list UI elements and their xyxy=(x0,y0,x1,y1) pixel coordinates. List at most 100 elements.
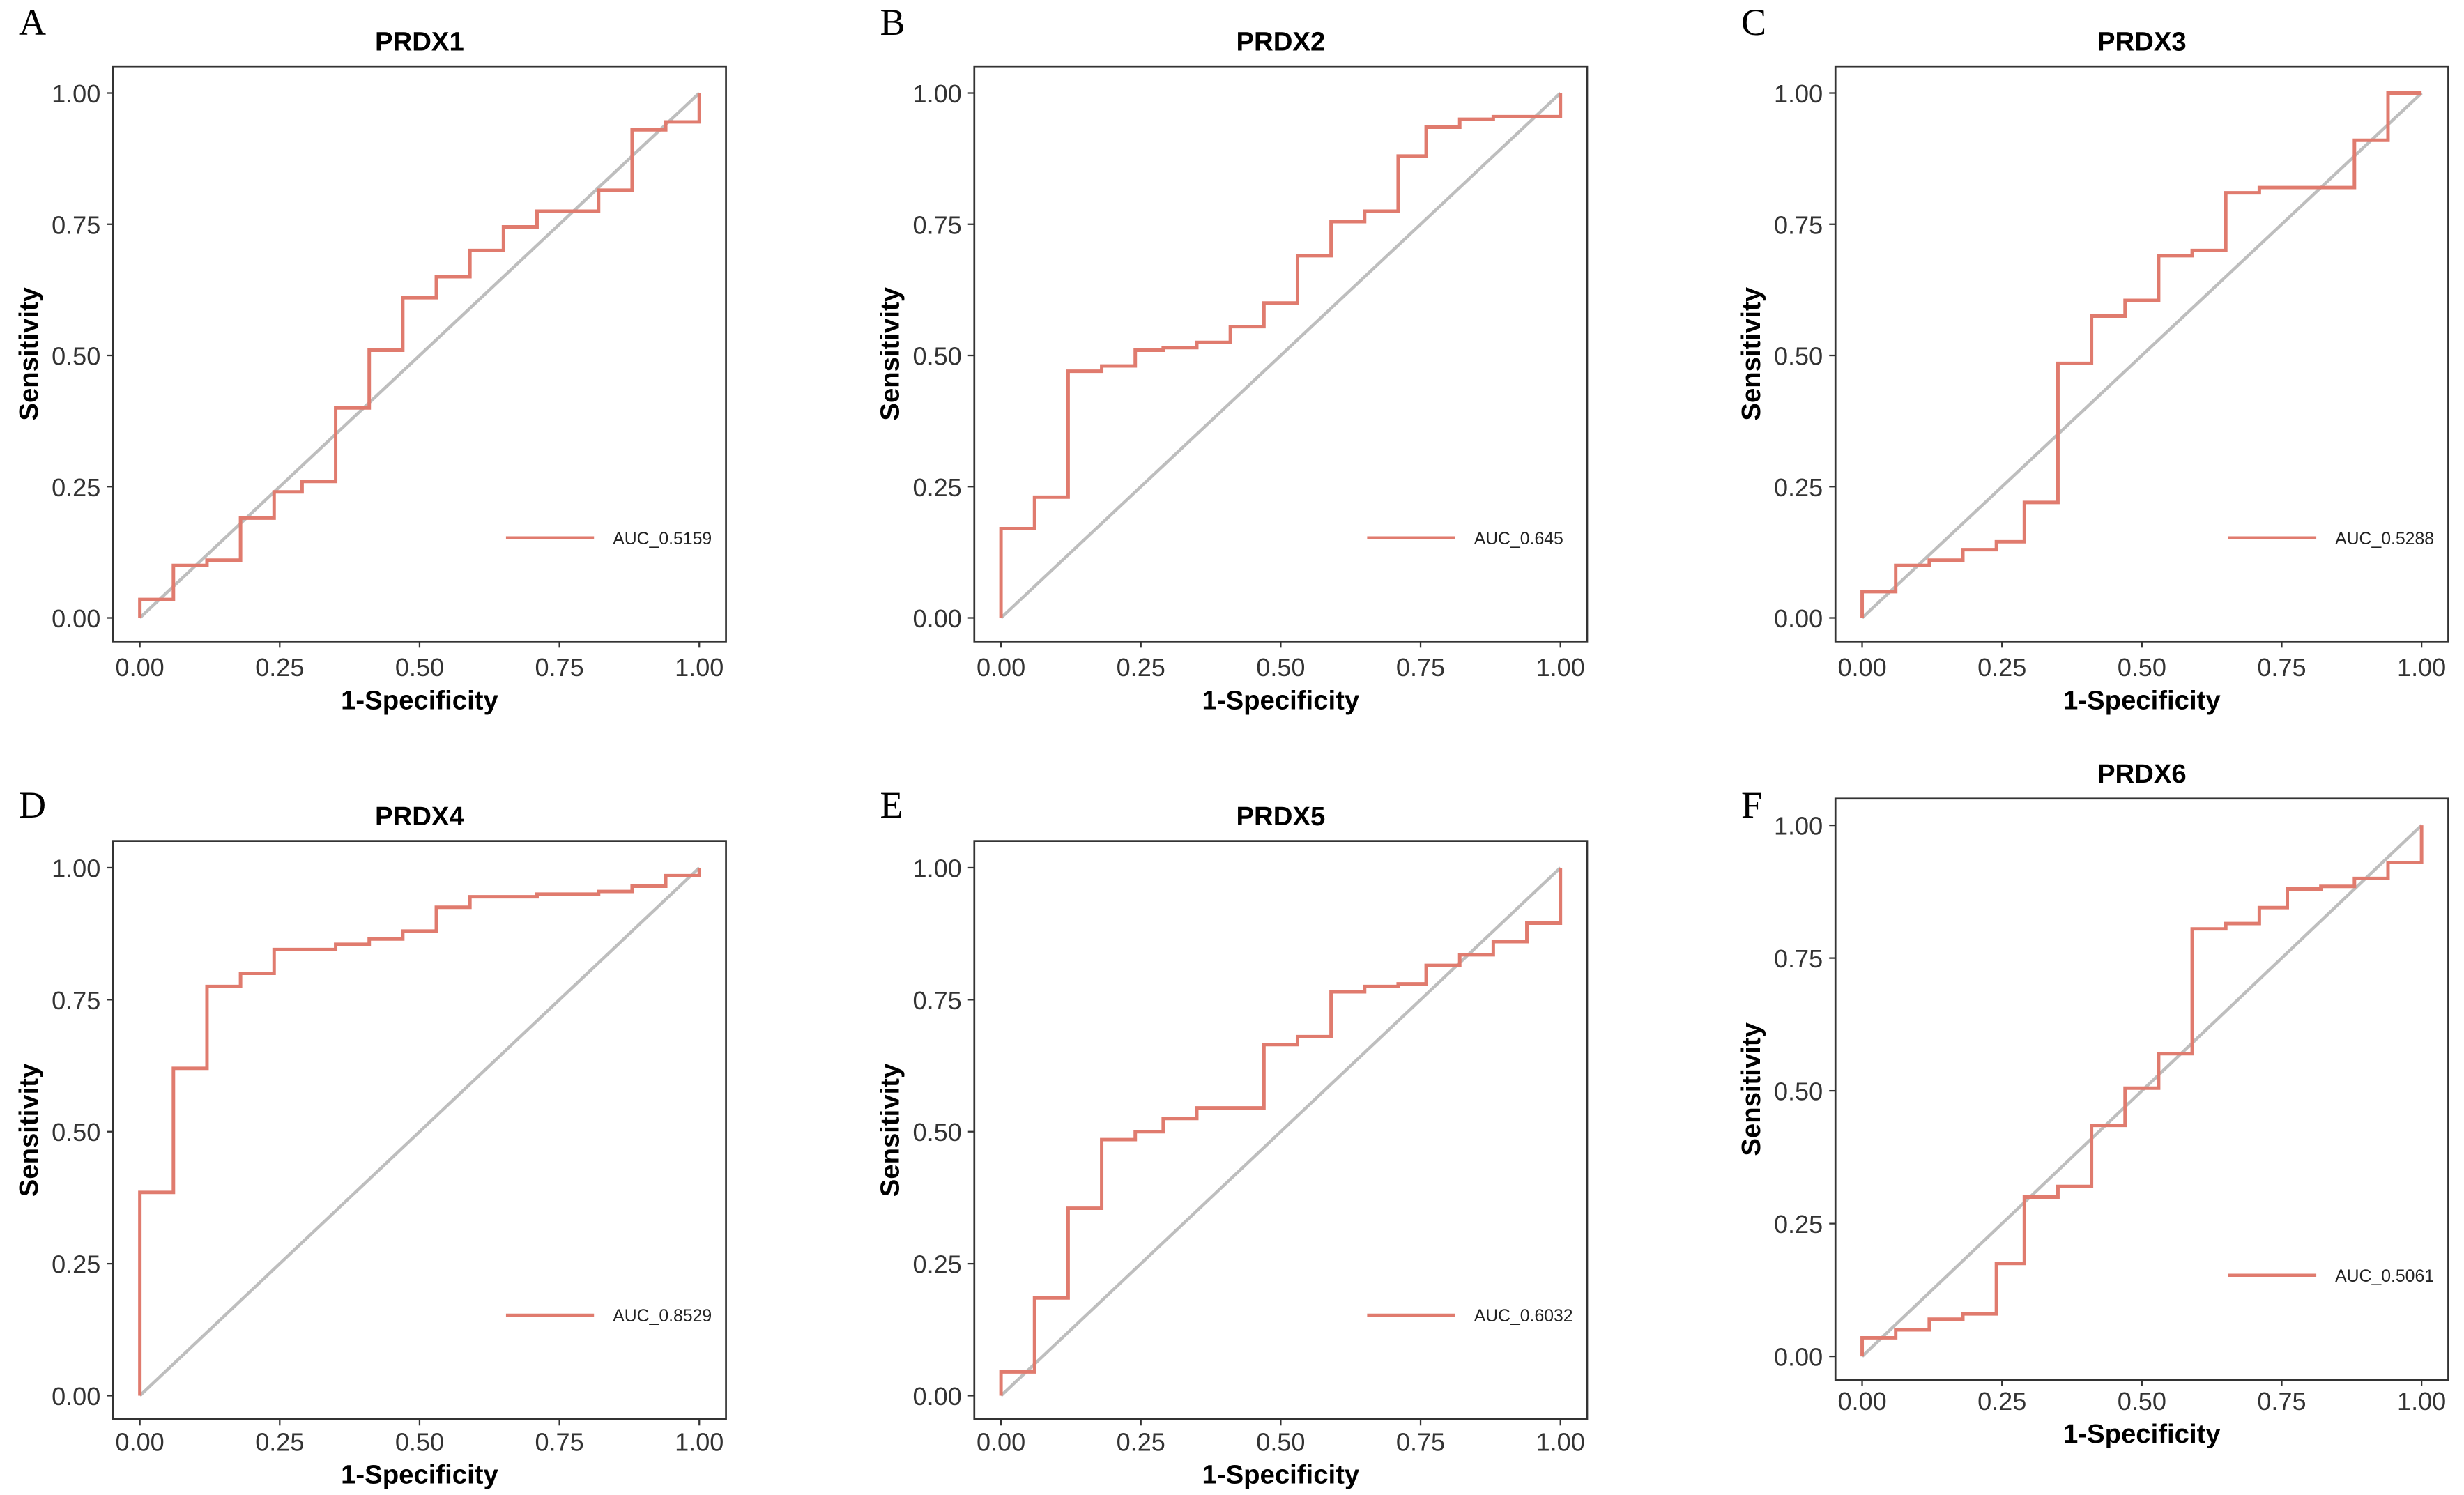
roc-curve xyxy=(138,93,701,618)
reference-diagonal xyxy=(1000,91,1562,620)
chart-title: PRDX6 xyxy=(2097,759,2187,789)
legend-label: AUC_0.645 xyxy=(1474,530,1563,549)
y-tick-label: 0.00 xyxy=(1774,1343,1823,1372)
y-tick-label: 0.25 xyxy=(52,1250,100,1279)
roc-curve xyxy=(999,867,1563,1396)
x-tick-label: 1.00 xyxy=(1536,653,1585,682)
y-tick-label: 0.25 xyxy=(1774,1210,1823,1239)
y-tick-label: 0.50 xyxy=(1774,342,1823,371)
panel-b: B PRDX2 0.00 0.25 0.50 0.75 1.00 0.00 0.25 0.50 0.… xyxy=(875,1,1589,715)
x-tick-label: 0.50 xyxy=(2118,1387,2166,1416)
y-tick-label: 0.25 xyxy=(52,473,100,502)
x-tick-label: 1.00 xyxy=(2397,1387,2446,1416)
x-tick-label: 0.75 xyxy=(535,653,583,682)
chart-title: PRDX5 xyxy=(1237,802,1326,831)
x-tick-label: 0.75 xyxy=(1396,653,1445,682)
y-tick-label: 0.50 xyxy=(913,342,962,371)
x-tick-label: 0.50 xyxy=(395,1427,444,1456)
x-tick-label: 0.25 xyxy=(255,1427,304,1456)
x-axis-label: 1-Specificity xyxy=(341,685,498,715)
legend-label: AUC_0.8529 xyxy=(613,1307,712,1326)
legend-label: AUC_0.6032 xyxy=(1474,1307,1573,1326)
x-tick-label: 0.50 xyxy=(395,653,444,682)
x-tick-label: 1.00 xyxy=(2397,653,2446,682)
reference-diagonal xyxy=(139,91,701,620)
y-tick-label: 0.75 xyxy=(1774,210,1823,239)
y-tick-label: 1.00 xyxy=(1774,79,1823,108)
x-tick-label: 0.00 xyxy=(1837,1387,1886,1416)
y-tick-label: 0.25 xyxy=(913,473,962,502)
y-tick-label: 1.00 xyxy=(913,854,962,882)
y-axis-label: Sensitivity xyxy=(875,286,905,420)
y-tick-label: 0.75 xyxy=(52,210,100,239)
x-tick-label: 0.50 xyxy=(2118,653,2166,682)
y-tick-label: 0.00 xyxy=(913,604,962,633)
y-tick-label: 0.00 xyxy=(52,1382,100,1411)
x-tick-label: 0.50 xyxy=(1256,653,1305,682)
panel-a: A PRDX1 0.00 0.25 0.50 0.75 1.00 0.00 0.25 0.50 0.… xyxy=(14,1,727,715)
chart-title: PRDX1 xyxy=(375,27,464,57)
legend-label: AUC_0.5288 xyxy=(2335,530,2434,549)
x-tick-label: 0.75 xyxy=(2257,1387,2306,1416)
y-axis-label: Sensitivity xyxy=(875,1063,905,1197)
x-tick-label: 0.00 xyxy=(977,653,1025,682)
chart-title: PRDX4 xyxy=(375,802,464,831)
y-tick-label: 0.00 xyxy=(913,1382,962,1411)
y-tick-label: 1.00 xyxy=(52,854,100,882)
chart-title: PRDX3 xyxy=(2097,27,2187,57)
panel-letter: B xyxy=(880,1,905,43)
y-tick-label: 0.00 xyxy=(52,604,100,633)
x-tick-label: 0.00 xyxy=(977,1427,1025,1456)
x-tick-label: 0.75 xyxy=(2257,653,2306,682)
y-tick-label: 0.00 xyxy=(1774,604,1823,633)
x-tick-label: 0.00 xyxy=(1837,653,1886,682)
x-tick-label: 1.00 xyxy=(675,1427,724,1456)
x-tick-label: 0.00 xyxy=(116,653,164,682)
y-tick-label: 0.50 xyxy=(1774,1078,1823,1106)
panel-letter: A xyxy=(19,1,46,43)
panel-f: F PRDX6 0.00 0.25 0.50 0.75 1.00 0.00 0.25 0.50 0.… xyxy=(1736,759,2449,1449)
panel-e: E PRDX5 0.00 0.25 0.50 0.75 1.00 0.00 0.25 0.50 0.… xyxy=(875,784,1589,1490)
x-tick-label: 0.25 xyxy=(1977,653,2026,682)
y-tick-label: 0.25 xyxy=(913,1250,962,1279)
y-tick-label: 0.50 xyxy=(52,342,100,371)
panel-letter: F xyxy=(1741,784,1762,826)
reference-diagonal xyxy=(1860,91,2423,620)
x-tick-label: 0.25 xyxy=(1117,1427,1165,1456)
y-axis-label: Sensitivity xyxy=(1736,1022,1766,1156)
roc-curve xyxy=(1860,91,2422,618)
y-tick-label: 1.00 xyxy=(913,79,962,108)
x-axis-label: 1-Specificity xyxy=(2063,685,2221,715)
reference-diagonal xyxy=(139,866,701,1397)
y-tick-label: 0.25 xyxy=(1774,473,1823,502)
roc-curve xyxy=(138,867,701,1396)
y-tick-label: 1.00 xyxy=(1774,812,1823,841)
x-tick-label: 1.00 xyxy=(1536,1427,1585,1456)
x-tick-label: 0.25 xyxy=(1977,1387,2026,1416)
x-tick-label: 0.25 xyxy=(255,653,304,682)
y-axis-label: Sensitivity xyxy=(1736,286,1766,420)
chart-title: PRDX2 xyxy=(1237,27,1326,57)
panel-c: C PRDX3 0.00 0.25 0.50 0.75 1.00 0.00 0.25 0.50 0.… xyxy=(1736,1,2449,715)
panel-letter: E xyxy=(880,784,903,826)
panel-letter: D xyxy=(19,784,46,826)
x-tick-label: 0.75 xyxy=(1396,1427,1445,1456)
x-axis-label: 1-Specificity xyxy=(1202,1460,1360,1490)
roc-curve xyxy=(999,93,1563,618)
y-axis-label: Sensitivity xyxy=(14,286,44,420)
x-axis-label: 1-Specificity xyxy=(1202,685,1360,715)
x-tick-label: 0.50 xyxy=(1256,1427,1305,1456)
y-axis-label: Sensitivity xyxy=(14,1063,44,1197)
x-axis-label: 1-Specificity xyxy=(2063,1419,2221,1449)
y-tick-label: 0.50 xyxy=(913,1118,962,1147)
x-tick-label: 0.25 xyxy=(1117,653,1165,682)
panel-d: D PRDX4 0.00 0.25 0.50 0.75 1.00 0.00 0.25 0.50 0.… xyxy=(14,784,727,1490)
x-axis-label: 1-Specificity xyxy=(341,1460,498,1490)
roc-curve xyxy=(1860,825,2424,1357)
y-tick-label: 0.75 xyxy=(52,986,100,1015)
y-tick-label: 0.75 xyxy=(913,986,962,1015)
legend-label: AUC_0.5061 xyxy=(2335,1267,2434,1286)
legend-label: AUC_0.5159 xyxy=(613,530,712,549)
y-tick-label: 0.50 xyxy=(52,1118,100,1147)
